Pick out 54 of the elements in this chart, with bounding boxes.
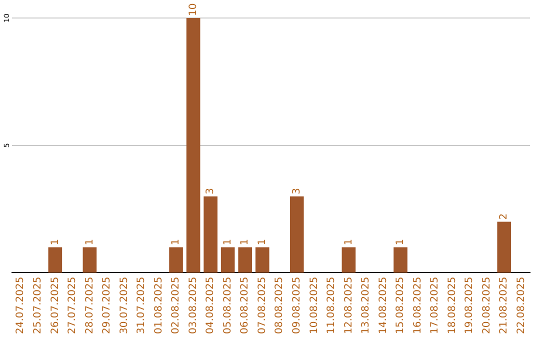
x-tick-label: 07.08.2025 <box>256 276 268 334</box>
x-tick-label: 29.07.2025 <box>102 276 113 334</box>
x-tick-label: 05.08.2025 <box>222 276 234 334</box>
x-tick-label: 04.08.2025 <box>205 276 216 334</box>
bar <box>220 247 235 273</box>
x-tick-label: 26.07.2025 <box>50 276 61 334</box>
bar <box>497 222 512 273</box>
data-label: 2 <box>498 213 510 220</box>
bar <box>238 247 252 273</box>
x-tick-label: 20.08.2025 <box>481 276 492 334</box>
x-tick-label: 30.07.2025 <box>118 276 130 334</box>
data-label: 1 <box>240 238 251 246</box>
x-tick-label: 10.08.2025 <box>308 276 320 334</box>
x-tick-label: 06.08.2025 <box>240 276 251 334</box>
bar <box>169 247 183 273</box>
x-tick-label: 19.08.2025 <box>464 276 476 334</box>
data-label: 1 <box>256 238 268 246</box>
x-tick-label: 27.07.2025 <box>67 276 78 334</box>
x-tick-label: 21.08.2025 <box>498 276 510 334</box>
x-tick-label: 18.08.2025 <box>446 276 458 334</box>
x-tick-label: 14.08.2025 <box>378 276 389 334</box>
x-tick-label: 28.07.2025 <box>84 276 96 334</box>
x-tick-label: 15.08.2025 <box>395 276 406 334</box>
x-tick-label: 11.08.2025 <box>326 276 338 334</box>
x-tick-label: 24.07.2025 <box>15 276 26 334</box>
bar <box>394 247 408 273</box>
data-label: 1 <box>395 238 406 246</box>
bar <box>342 247 356 273</box>
x-tick-label: 13.08.2025 <box>360 276 372 334</box>
x-tick-label: 09.08.2025 <box>291 276 302 334</box>
x-tick-label: 16.08.2025 <box>412 276 424 334</box>
x-tick-label: 22.08.2025 <box>516 276 527 334</box>
x-tick-label: 31.07.2025 <box>136 276 148 334</box>
data-label: 1 <box>222 238 234 246</box>
data-label: 3 <box>291 188 302 194</box>
bar <box>82 247 97 273</box>
x-tick-label: 02.08.2025 <box>170 276 182 334</box>
data-label: 1 <box>343 238 354 246</box>
data-label: 10 <box>188 3 199 16</box>
bar <box>204 196 218 273</box>
data-label: 1 <box>50 238 61 246</box>
bar <box>48 247 62 273</box>
bar <box>186 18 200 273</box>
bar <box>290 196 304 273</box>
x-tick-label: 17.08.2025 <box>430 276 441 334</box>
data-label: 1 <box>84 238 96 246</box>
data-label: 3 <box>205 188 216 194</box>
data-label: 1 <box>170 238 182 246</box>
x-tick-label: 01.08.2025 <box>153 276 164 334</box>
x-tick-label: 25.07.2025 <box>32 276 44 334</box>
x-tick-label: 12.08.2025 <box>343 276 354 334</box>
x-tick-label: 03.08.2025 <box>188 276 199 334</box>
x-tick-label: 08.08.2025 <box>274 276 286 334</box>
bar <box>255 247 270 273</box>
